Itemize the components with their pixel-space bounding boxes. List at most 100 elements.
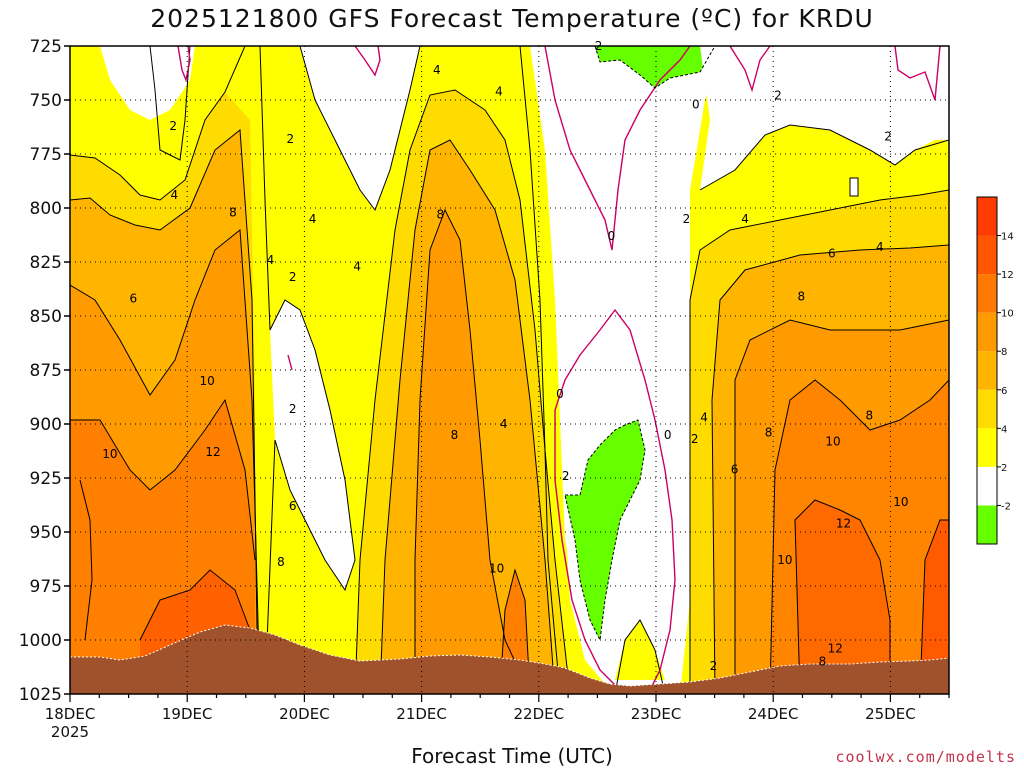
band-12-14-east-b [920,520,949,694]
y-tick-label: 800 [30,199,62,219]
contour-label: 4 [353,259,361,273]
contour-line [734,319,949,694]
band-0-2-day1-top [100,46,195,120]
y-tick-label: 975 [30,577,62,597]
x-tick-label: 24DEC [748,705,799,723]
contour-label: 10 [199,374,214,388]
freezing-isotherms [177,46,941,691]
band-0-2-dot [850,178,858,196]
contour-label: 4 [495,84,503,98]
band-12-14-east [795,500,890,694]
contour-label: 4 [500,417,508,431]
colorbar-tick-label: 8 [1001,347,1007,358]
contour-label: 12 [836,516,851,530]
colorbar-frame [976,196,998,545]
y-tick-label: 825 [30,253,62,273]
contour-label: 10 [825,434,840,448]
contour-line [614,619,666,694]
contour-label: 2 [287,132,295,146]
contour-label: 4 [876,240,884,254]
minus-two-isotherm [564,419,646,642]
contour-line [689,189,949,694]
x-tick-label: 22DEC [514,705,565,723]
zero-isotherm [287,354,293,371]
contour-label: 8 [865,408,873,422]
contour-line [794,499,891,694]
contour-label: 2 [169,119,177,133]
colorbar: -2 2 4 6 8 10 12 14 [976,196,1014,545]
y-tick-label: 950 [30,523,62,543]
y-tick-label: 850 [30,307,62,327]
colorbar-tick-label: 12 [1001,270,1014,281]
colorbar-swatch [977,235,997,275]
colorbar-swatch [977,351,997,390]
y-tick-label: 1000 [19,631,62,651]
contour-label: 6 [731,462,739,476]
contour-label: 10 [489,562,504,576]
contour-label: 2 [691,432,699,446]
band-0-2-day2 [270,300,355,590]
contour-line [919,519,949,694]
band-below-neg2-top [595,46,715,88]
contour-label: 8 [229,205,237,219]
contour-label: 6 [289,499,297,513]
band-0-2-east-upper [700,46,949,190]
contour-label: 4 [433,63,441,77]
contour-label: 10 [893,495,908,509]
contour-line [769,379,949,694]
band-2-4-day5-pocket [615,620,665,680]
contour-label: 8 [277,555,285,569]
zero-isotherm [729,46,771,93]
contour-line [149,46,191,161]
contour-line [79,479,93,641]
contour-line [259,46,356,694]
zero-isotherm [554,308,676,691]
y-axis: 725 750 775 800 825 850 875 900 925 950 975 1000 102… [19,37,70,705]
contour-label: 12 [828,642,843,656]
temperature-fill-regions [70,46,949,694]
contour-label: 6 [828,246,836,260]
contour-line [711,244,949,694]
zero-isotherm [544,46,691,251]
y-tick-label: 1025 [19,685,62,705]
contour-label: 0 [556,387,564,401]
contour-label: 10 [777,553,792,567]
colorbar-tick-label: 14 [1001,232,1014,243]
contour-label: 0 [692,97,700,111]
contour-line [139,569,251,641]
contour-label: 4 [741,212,749,226]
contour-line [70,398,256,561]
contour-line [519,46,561,694]
contour-line [414,208,531,694]
colorbar-swatch [977,197,997,236]
x-axis-title: Forecast Time (UTC) [411,744,613,768]
zero-isotherm [177,46,191,83]
colorbar-swatch [977,466,997,506]
contour-label: 6 [129,292,137,306]
contour-label: 2 [562,469,570,483]
colorbar-tick-label: -2 [1001,501,1011,512]
contour-label: 2 [774,89,782,103]
x-tick-label: 23DEC [631,705,682,723]
contour-line [70,46,246,201]
contour-label: 2 [683,212,691,226]
terrain-ground [70,625,949,694]
x-tick-label: 25DEC [865,705,916,723]
colorbar-tick-label: 6 [1001,386,1007,397]
contour-line [299,46,421,212]
contour-label: 0 [664,428,672,442]
colorbar-swatch [977,312,997,352]
contour-line [499,568,531,694]
contour-label: 8 [765,426,773,440]
colorbar-tick-label: 2 [1001,463,1007,474]
colorbar-swatch [977,274,997,313]
contour-label: 4 [309,212,317,226]
contour-label: 4 [170,188,178,202]
colorbar-tick-label: 10 [1001,309,1014,320]
x-tick-label: 20DEC [279,705,330,723]
colorbar-tick-label: 4 [1001,424,1007,435]
x-tick-label: 18DEC [45,705,96,723]
contour-label: 8 [798,290,806,304]
contour-label: 8 [819,655,827,669]
